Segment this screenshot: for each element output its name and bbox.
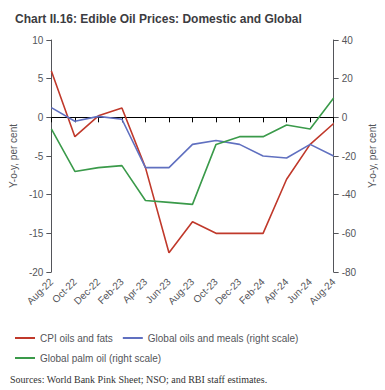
svg-text:CPI oils and fats: CPI oils and fats [40,333,113,344]
svg-text:Feb-24: Feb-24 [237,276,267,306]
svg-text:Dec-22: Dec-22 [71,276,103,307]
svg-text:-20: -20 [29,267,44,278]
svg-text:Apr-24: Apr-24 [261,276,291,306]
svg-text:-40: -40 [342,189,357,200]
svg-text:-10: -10 [29,189,44,200]
svg-text:Sources: World Bank Pink Sheet: Sources: World Bank Pink Sheet; NSO; and… [10,374,267,385]
svg-text:Chart II.16: Edible Oil Prices: Chart II.16: Edible Oil Prices: Domestic… [15,12,302,26]
svg-text:Dec-23: Dec-23 [212,276,244,307]
svg-text:40: 40 [342,35,354,46]
svg-text:Apr-23: Apr-23 [120,276,150,306]
svg-text:Global palm oil (right scale): Global palm oil (right scale) [40,353,161,364]
svg-text:0: 0 [342,112,348,123]
svg-text:-60: -60 [342,228,357,239]
svg-text:Jun-23: Jun-23 [143,276,173,306]
svg-text:Feb-23: Feb-23 [96,276,126,306]
svg-text:0: 0 [38,112,44,123]
svg-text:5: 5 [38,73,44,84]
svg-text:Y-o-y, per cent: Y-o-y, per cent [8,124,19,188]
svg-text:Y-o-y, per cent: Y-o-y, per cent [367,124,378,188]
svg-text:20: 20 [342,73,354,84]
svg-text:-15: -15 [29,228,44,239]
svg-text:Aug-24: Aug-24 [307,276,338,307]
svg-text:-80: -80 [342,267,357,278]
svg-text:Jun-24: Jun-24 [284,276,314,306]
svg-text:-5: -5 [34,151,43,162]
svg-text:Global oils and meals (right s: Global oils and meals (right scale) [148,333,299,344]
svg-text:-20: -20 [342,151,357,162]
svg-text:Oct-23: Oct-23 [190,276,220,306]
svg-text:Aug-22: Aug-22 [25,276,56,307]
svg-text:Aug-23: Aug-23 [166,276,197,307]
svg-text:10: 10 [32,35,44,46]
svg-text:Oct-22: Oct-22 [49,276,79,306]
